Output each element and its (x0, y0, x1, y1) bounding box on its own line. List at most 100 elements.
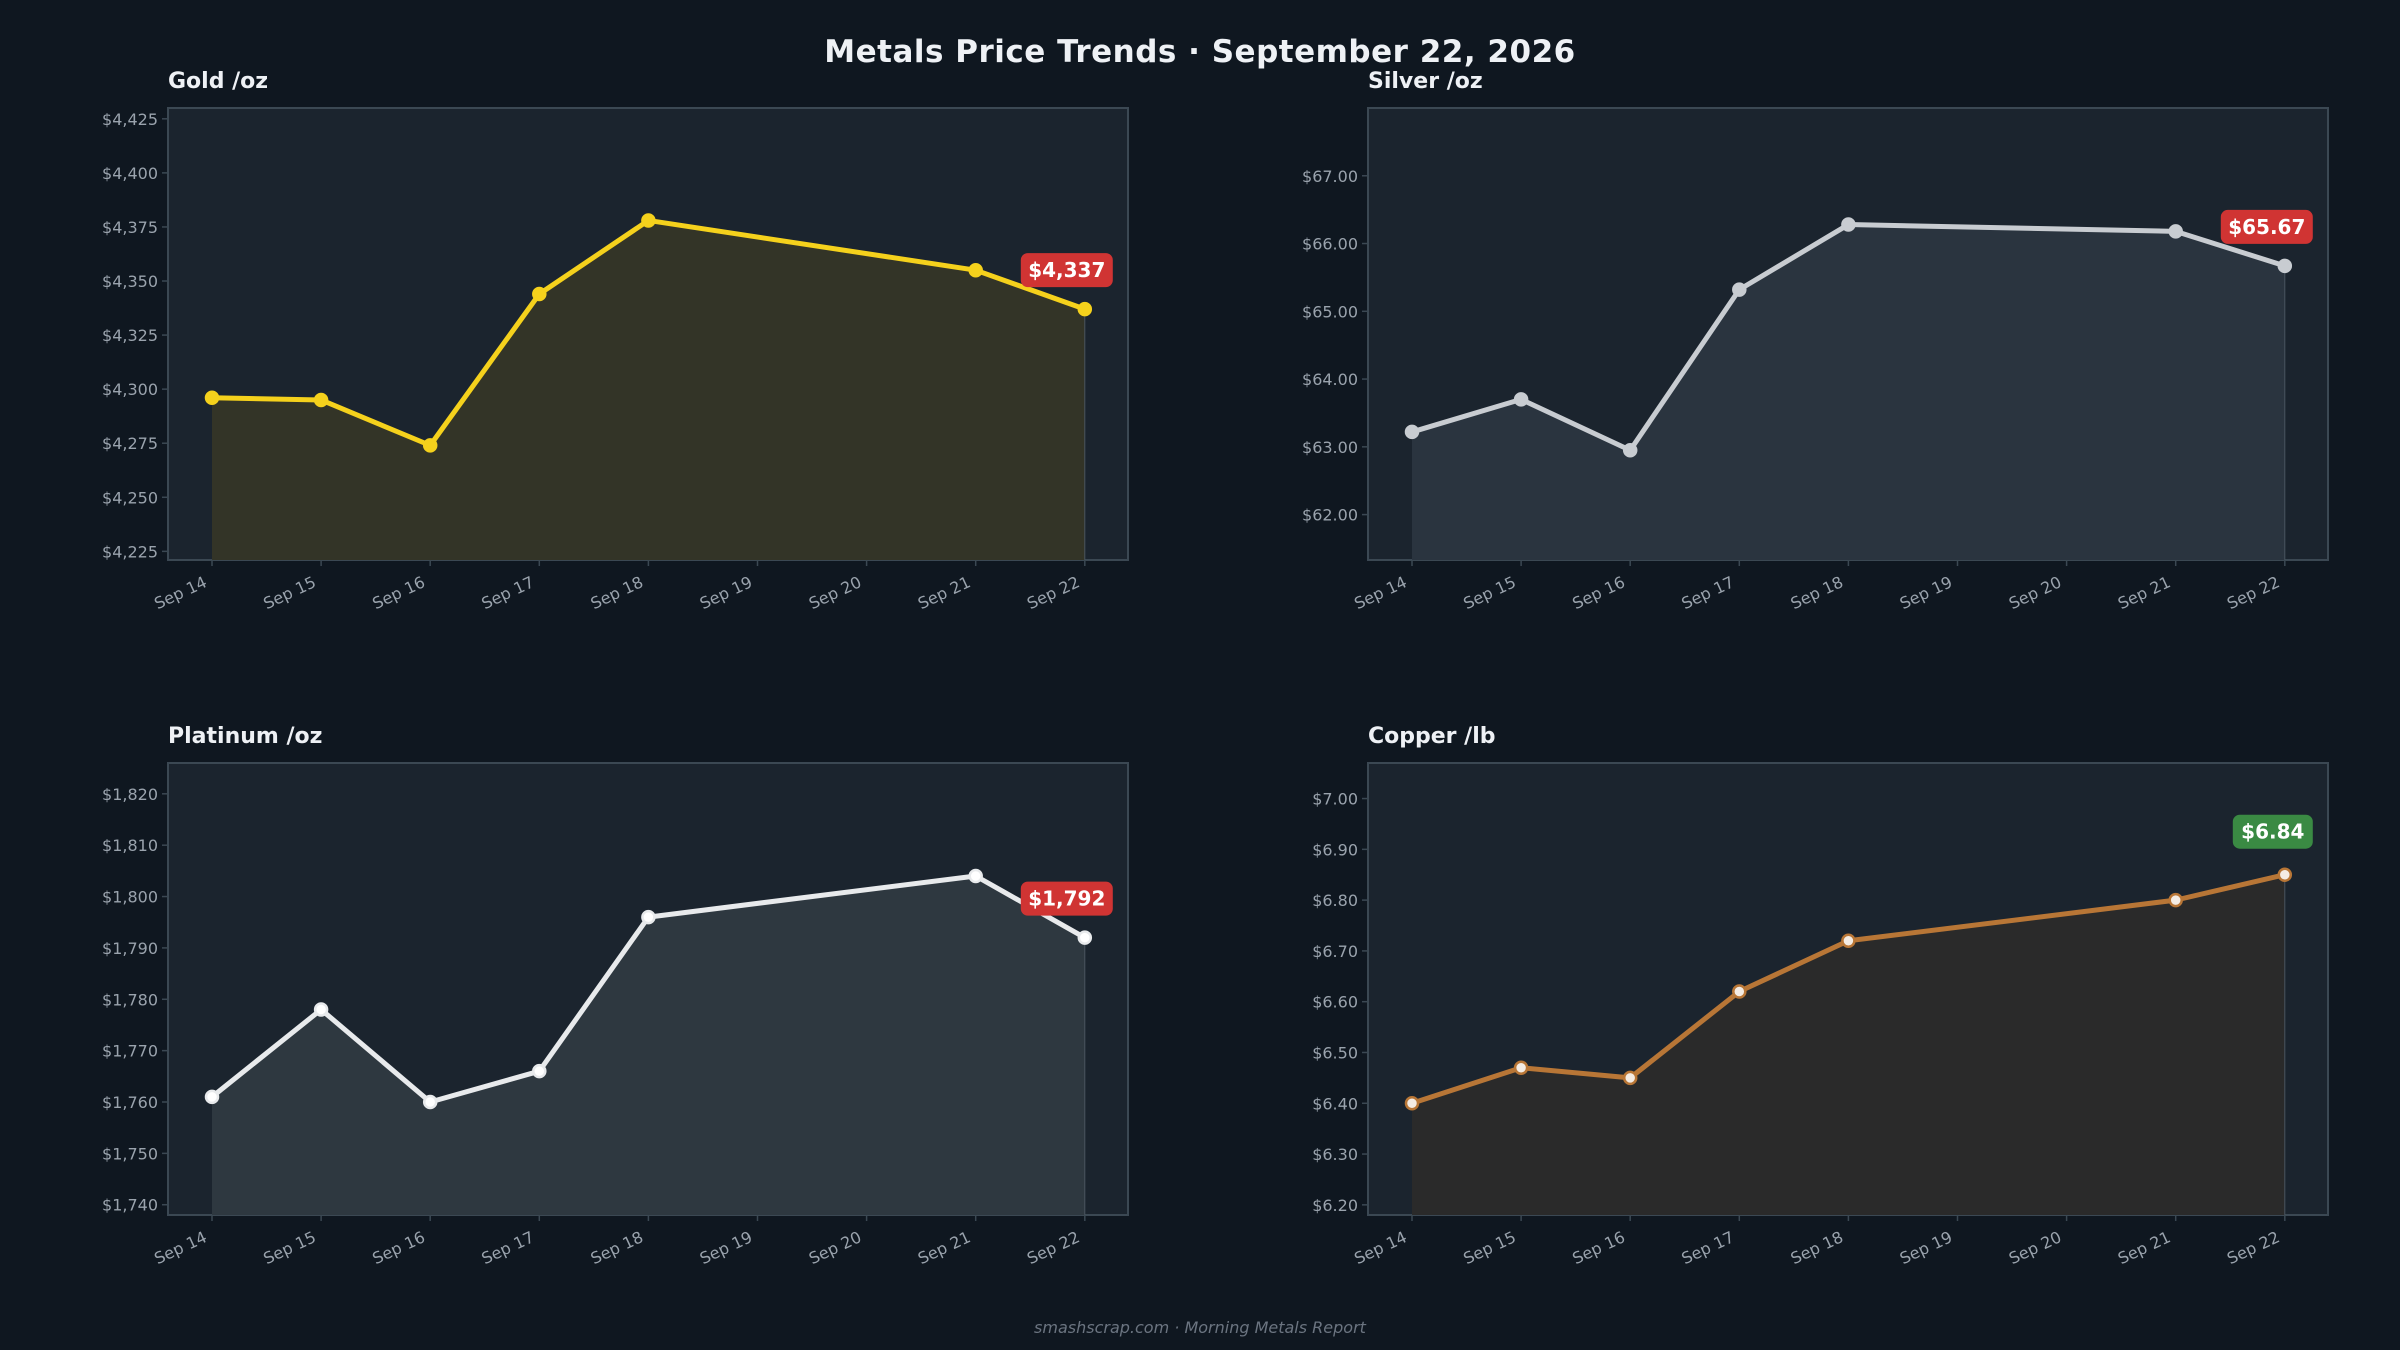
silver-price-badge-bg (2220, 209, 2313, 244)
silver-data-point (1841, 217, 1856, 232)
copper-data-point (1622, 1070, 1638, 1086)
silver-data-point (1732, 282, 1747, 297)
copper-data-point (1404, 1096, 1420, 1111)
gold-x-tick-label: Sep 22 (1024, 572, 1082, 613)
silver-data-point (1622, 442, 1638, 458)
gold-data-point (532, 286, 547, 302)
platinum-price-badge: $1,792 (1020, 881, 1113, 916)
silver-data-point (2277, 258, 2293, 274)
platinum-x-tick-label: Sep 15 (260, 1227, 318, 1268)
platinum-data-point (968, 868, 983, 884)
platinum-y-tick-label: $1,810 (102, 836, 158, 855)
copper-y-tick-label: $7.00 (1312, 790, 1358, 809)
gold-y-tick-label: $4,325 (102, 326, 158, 345)
silver-x-tick-label: Sep 21 (2115, 572, 2173, 613)
gold-data-point (313, 392, 329, 408)
platinum-y-tick-label: $1,780 (102, 990, 158, 1009)
copper-data-point (1841, 933, 1856, 949)
silver-x-tick-label: Sep 18 (1788, 572, 1846, 613)
platinum-x-tick-label: Sep 22 (1024, 1227, 1082, 1268)
platinum-x-tick-label: Sep 16 (369, 1227, 427, 1268)
copper-y-tick-label: $6.70 (1312, 942, 1358, 961)
gold-chart-title: Gold /oz (168, 69, 268, 94)
copper-y-tick-label: $6.30 (1312, 1145, 1358, 1164)
gold-data-point (422, 438, 438, 453)
copper-data-point (1513, 1060, 1529, 1075)
platinum-x-tick-label: Sep 14 (151, 1227, 209, 1268)
gold-y-tick-label: $4,275 (102, 434, 158, 453)
page-title: Metals Price Trends · September 22, 2026 (824, 34, 1576, 70)
silver-y-tick-label: $62.00 (1302, 506, 1358, 525)
platinum-data-point (422, 1094, 438, 1110)
platinum-area-fill (212, 876, 1085, 1215)
copper-x-tick-label: Sep 21 (2115, 1227, 2173, 1268)
platinum-x-tick-label: Sep 20 (806, 1227, 864, 1268)
silver-x-tick-label: Sep 14 (1351, 572, 1409, 613)
silver-x-tick-label: Sep 20 (2006, 572, 2064, 613)
platinum-y-tick-label: $1,750 (102, 1144, 158, 1163)
footer-credit: smashscrap.com · Morning Metals Report (1034, 1318, 1366, 1337)
copper-price-badge: $6.84 (2232, 814, 2313, 849)
gold-price-badge: $4,337 (1020, 253, 1113, 288)
platinum-y-tick-label: $1,740 (102, 1196, 158, 1215)
gold-y-tick-label: $4,300 (102, 380, 158, 399)
platinum-y-tick-label: $1,800 (102, 888, 158, 907)
silver-x-tick-label: Sep 16 (1569, 572, 1627, 613)
silver-chart: Silver /oz $62.00 $63.00 $64.00 $65.00 $66.00… (1302, 69, 2329, 613)
gold-x-tick-label: Sep 16 (369, 572, 427, 613)
gold-y-tick-label: $4,425 (102, 110, 158, 129)
copper-y-tick-label: $6.60 (1312, 993, 1358, 1012)
gold-data-point (1077, 301, 1093, 317)
copper-x-tick-label: Sep 18 (1788, 1227, 1846, 1268)
silver-x-tick-label: Sep 15 (1460, 572, 1518, 613)
silver-data-point (1513, 392, 1529, 407)
gold-y-tick-label: $4,225 (102, 542, 158, 561)
copper-price-badge-label: $6.84 (2241, 820, 2304, 844)
gold-x-tick-label: Sep 21 (915, 572, 973, 613)
copper-x-tick-label: Sep 22 (2224, 1227, 2282, 1268)
copper-y-tick-label: $6.90 (1312, 840, 1358, 859)
silver-data-point (1404, 424, 1420, 440)
gold-y-tick-label: $4,375 (102, 218, 158, 237)
copper-y-tick-label: $6.80 (1312, 891, 1358, 910)
platinum-y-tick-label: $1,790 (102, 939, 158, 958)
platinum-data-point (204, 1089, 220, 1105)
gold-y-tick-label: $4,400 (102, 164, 158, 183)
silver-x-tick-label: Sep 17 (1679, 572, 1737, 613)
silver-price-badge: $65.67 (2220, 209, 2313, 244)
gold-area-fill (212, 220, 1085, 560)
silver-y-tick-label: $66.00 (1302, 235, 1358, 254)
platinum-chart: Platinum /oz $1,740 $1,750 $1,760 $1,770 $1,7… (102, 724, 1129, 1268)
platinum-data-point (532, 1063, 547, 1079)
platinum-y-tick-label: $1,770 (102, 1042, 158, 1061)
silver-y-tick-label: $65.00 (1302, 302, 1358, 321)
gold-x-tick-label: Sep 19 (697, 572, 755, 613)
silver-y-tick-label: $63.00 (1302, 438, 1358, 457)
silver-x-tick-label: Sep 19 (1897, 572, 1955, 613)
copper-data-point (1732, 984, 1747, 999)
gold-y-tick-label: $4,250 (102, 488, 158, 507)
copper-x-tick-label: Sep 16 (1569, 1227, 1627, 1268)
copper-x-tick-label: Sep 20 (2006, 1227, 2064, 1268)
platinum-y-tick-label: $1,760 (102, 1093, 158, 1112)
copper-chart-title: Copper /lb (1368, 724, 1496, 749)
copper-y-tick-label: $6.20 (1312, 1196, 1358, 1215)
platinum-price-badge-label: $1,792 (1028, 887, 1105, 911)
copper-x-tick-label: Sep 14 (1351, 1227, 1409, 1268)
gold-price-badge-label: $4,337 (1028, 258, 1105, 282)
gold-x-tick-label: Sep 14 (151, 572, 209, 613)
silver-chart-title: Silver /oz (1368, 69, 1483, 94)
silver-area-fill (1412, 224, 2285, 560)
platinum-data-point (313, 1002, 329, 1017)
copper-area-fill (1412, 874, 2285, 1215)
gold-x-tick-label: Sep 15 (260, 572, 318, 613)
gold-data-point (641, 213, 656, 228)
silver-y-tick-label: $67.00 (1302, 167, 1358, 186)
platinum-chart-title: Platinum /oz (168, 724, 322, 749)
gold-x-tick-label: Sep 17 (479, 572, 537, 613)
copper-price-badge-bg (2232, 814, 2313, 849)
silver-y-tick-label: $64.00 (1302, 370, 1358, 389)
gold-data-point (204, 390, 220, 406)
copper-data-point (2277, 867, 2293, 882)
